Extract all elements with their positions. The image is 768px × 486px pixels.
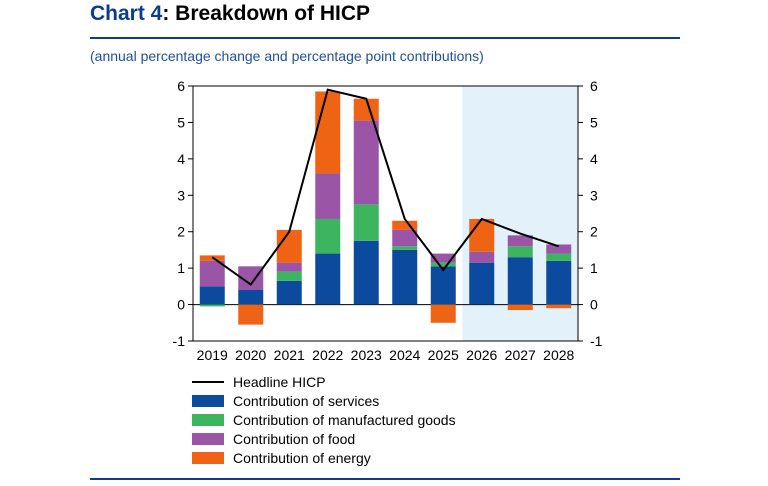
y-tick-label-right: 3 [590, 187, 598, 203]
bar-food [546, 244, 572, 254]
bottom-rule [90, 478, 680, 480]
bar-services [353, 240, 379, 305]
bar-services [315, 253, 341, 305]
bar-energy [315, 91, 341, 174]
y-tick-label-left: 6 [177, 78, 185, 94]
legend-line-swatch [192, 380, 224, 383]
bar-food [315, 173, 341, 219]
bar-energy [392, 220, 418, 230]
bar-services [238, 290, 264, 305]
y-tick-label-right: 6 [590, 78, 598, 94]
bar-services [469, 262, 495, 305]
legend-label-food: Contribution of food [233, 430, 356, 447]
bar-energy [430, 304, 456, 323]
x-tick-label: 2024 [389, 347, 420, 363]
bar-services [392, 249, 418, 305]
y-tick-label-left: 5 [177, 114, 185, 130]
x-tick-label: 2023 [351, 347, 382, 363]
legend-swatch-food [192, 432, 224, 445]
bar-energy [546, 304, 572, 309]
headline-hicp-line [211, 88, 560, 286]
x-tick-label: 2019 [197, 347, 228, 363]
y-tick-label-right: 0 [590, 297, 598, 313]
y-tick-label-left: 0 [177, 297, 185, 313]
plot-frame [192, 85, 579, 342]
x-tick-label: 2020 [235, 347, 266, 363]
y-tick-label-right: 4 [590, 151, 598, 167]
bar-goods [392, 246, 418, 250]
bar-food [353, 120, 379, 205]
legend-label-headline: Headline HICP [233, 373, 326, 390]
legend-label-energy: Contribution of energy [233, 449, 371, 466]
x-tick-label: 2026 [466, 347, 497, 363]
bar-goods [507, 246, 533, 258]
bar-goods [430, 262, 456, 267]
bar-food [469, 251, 495, 263]
y-tick-label-right: -1 [590, 333, 603, 349]
y-tick-label-left: -1 [173, 333, 186, 349]
y-tick-label-left: 1 [177, 260, 185, 276]
x-tick-label: 2025 [428, 347, 459, 363]
legend-item-energy: Contribution of energy [192, 448, 456, 467]
bar-services [276, 280, 302, 305]
legend-swatch-services [192, 394, 224, 407]
bar-goods [546, 253, 572, 261]
chart-title-text: : Breakdown of HICP [162, 2, 371, 25]
bar-food [238, 266, 264, 290]
legend: Headline HICP Contribution of services C… [192, 372, 456, 467]
bar-food [276, 262, 302, 272]
legend-item-services: Contribution of services [192, 391, 456, 410]
x-tick-label: 2022 [312, 347, 343, 363]
bar-services [199, 286, 225, 305]
legend-item-food: Contribution of food [192, 429, 456, 448]
chart-canvas: -1 -1 0 0 1 1 2 2 3 3 4 4 5 5 6 6 2019 2020 2021 2022 2023 20… [173, 78, 603, 363]
chart-title-number: Chart 4 [90, 2, 163, 25]
bar-goods [353, 204, 379, 241]
bar-services [546, 260, 572, 305]
legend-item-headline: Headline HICP [192, 372, 456, 391]
bar-food [199, 260, 225, 287]
bar-energy [238, 304, 264, 325]
bar-food [430, 253, 456, 263]
bar-goods [276, 271, 302, 281]
chart-subtitle: (annual percentage change and percentage… [90, 48, 484, 64]
bar-goods [199, 304, 225, 307]
legend-swatch-goods [192, 413, 224, 426]
legend-label-goods: Contribution of manufactured goods [233, 411, 456, 428]
bar-energy [276, 229, 302, 263]
y-tick-label-left: 4 [177, 151, 185, 167]
y-tick-label-left: 2 [177, 224, 185, 240]
legend-item-goods: Contribution of manufactured goods [192, 410, 456, 429]
bar-services [507, 257, 533, 305]
bar-services [430, 266, 456, 305]
legend-label-services: Contribution of services [233, 392, 380, 409]
bar-goods [315, 218, 341, 254]
bar-food [507, 235, 533, 247]
chart-title: Chart 4: Breakdown of HICP [90, 2, 370, 26]
bar-energy [469, 218, 495, 252]
x-tick-label: 2027 [505, 347, 536, 363]
bar-energy [507, 304, 533, 311]
y-tick-label-right: 1 [590, 260, 598, 276]
legend-swatch-energy [192, 451, 224, 464]
top-rule [90, 37, 680, 39]
x-tick-label: 2021 [274, 347, 305, 363]
y-tick-label-right: 5 [590, 114, 598, 130]
y-tick-label-left: 3 [177, 187, 185, 203]
bar-food [392, 229, 418, 247]
x-tick-label: 2028 [543, 347, 574, 363]
y-tick-label-right: 2 [590, 224, 598, 240]
